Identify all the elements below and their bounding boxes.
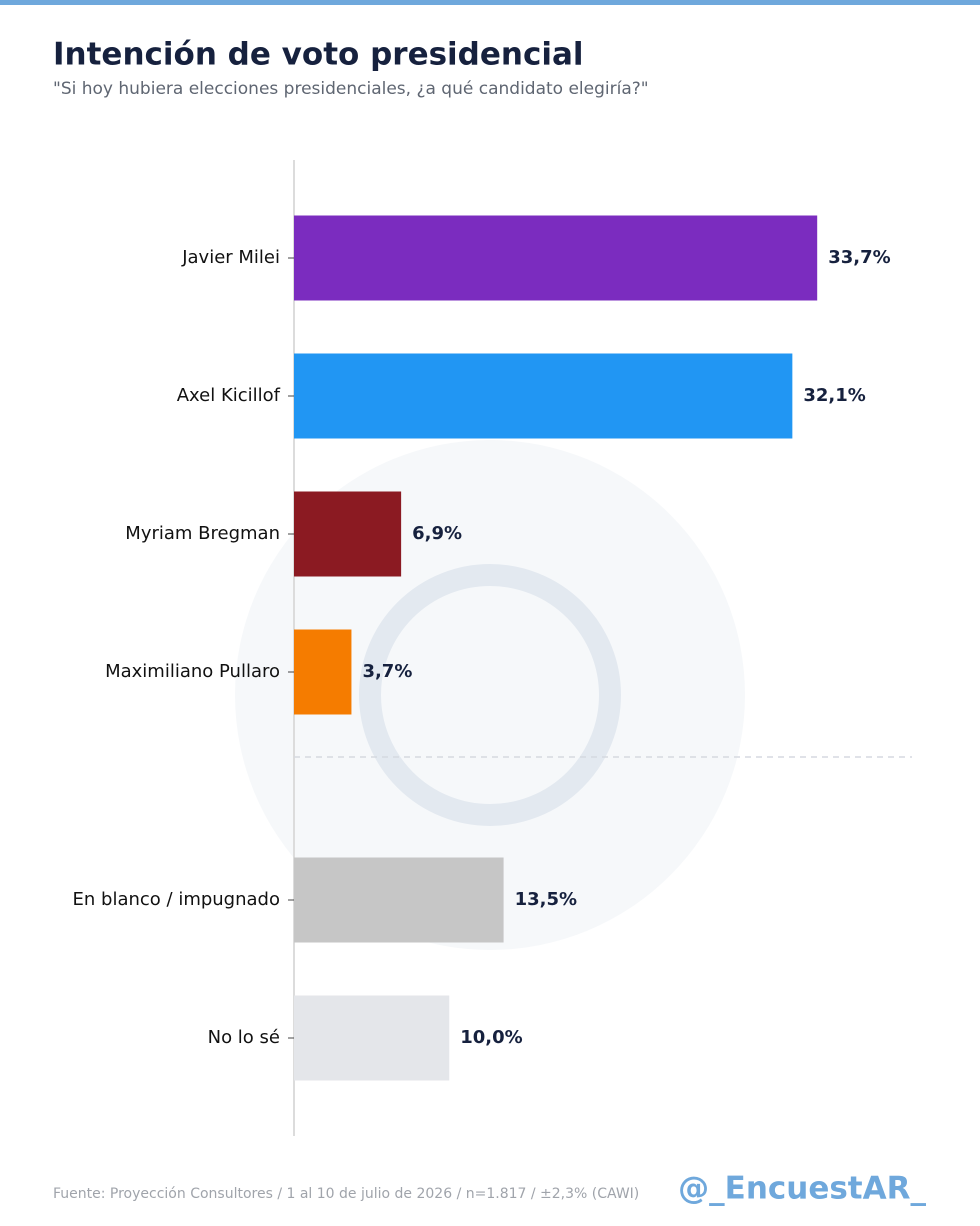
value-label: 6,9% xyxy=(412,523,462,544)
y-tick-label: No lo sé xyxy=(208,1027,280,1048)
credit: @_EncuestAR_ xyxy=(678,1171,926,1207)
bar xyxy=(294,353,793,439)
bar xyxy=(294,215,818,301)
y-tick-label: Maximiliano Pullaro xyxy=(105,661,280,682)
top-stripe xyxy=(0,0,980,5)
chart-subtitle: "Si hoy hubiera elecciones presidenciale… xyxy=(53,79,649,99)
y-tick-label: En blanco / impugnado xyxy=(73,889,280,910)
chart-title: Intención de voto presidencial xyxy=(53,37,584,73)
y-tick-label: Myriam Bregman xyxy=(125,523,280,544)
value-label: 13,5% xyxy=(515,889,577,910)
source-note: Fuente: Proyección Consultores / 1 al 10… xyxy=(53,1186,639,1202)
bar xyxy=(294,857,504,943)
value-label: 3,7% xyxy=(362,661,412,682)
bar xyxy=(294,491,402,577)
value-label: 33,7% xyxy=(828,247,890,268)
bar xyxy=(294,995,450,1081)
value-label: 32,1% xyxy=(803,385,865,406)
y-tick-label: Javier Milei xyxy=(181,247,280,268)
bar xyxy=(294,629,352,715)
value-label: 10,0% xyxy=(460,1027,522,1048)
watermark-ring xyxy=(359,564,621,826)
y-tick-label: Axel Kicillof xyxy=(177,385,281,406)
